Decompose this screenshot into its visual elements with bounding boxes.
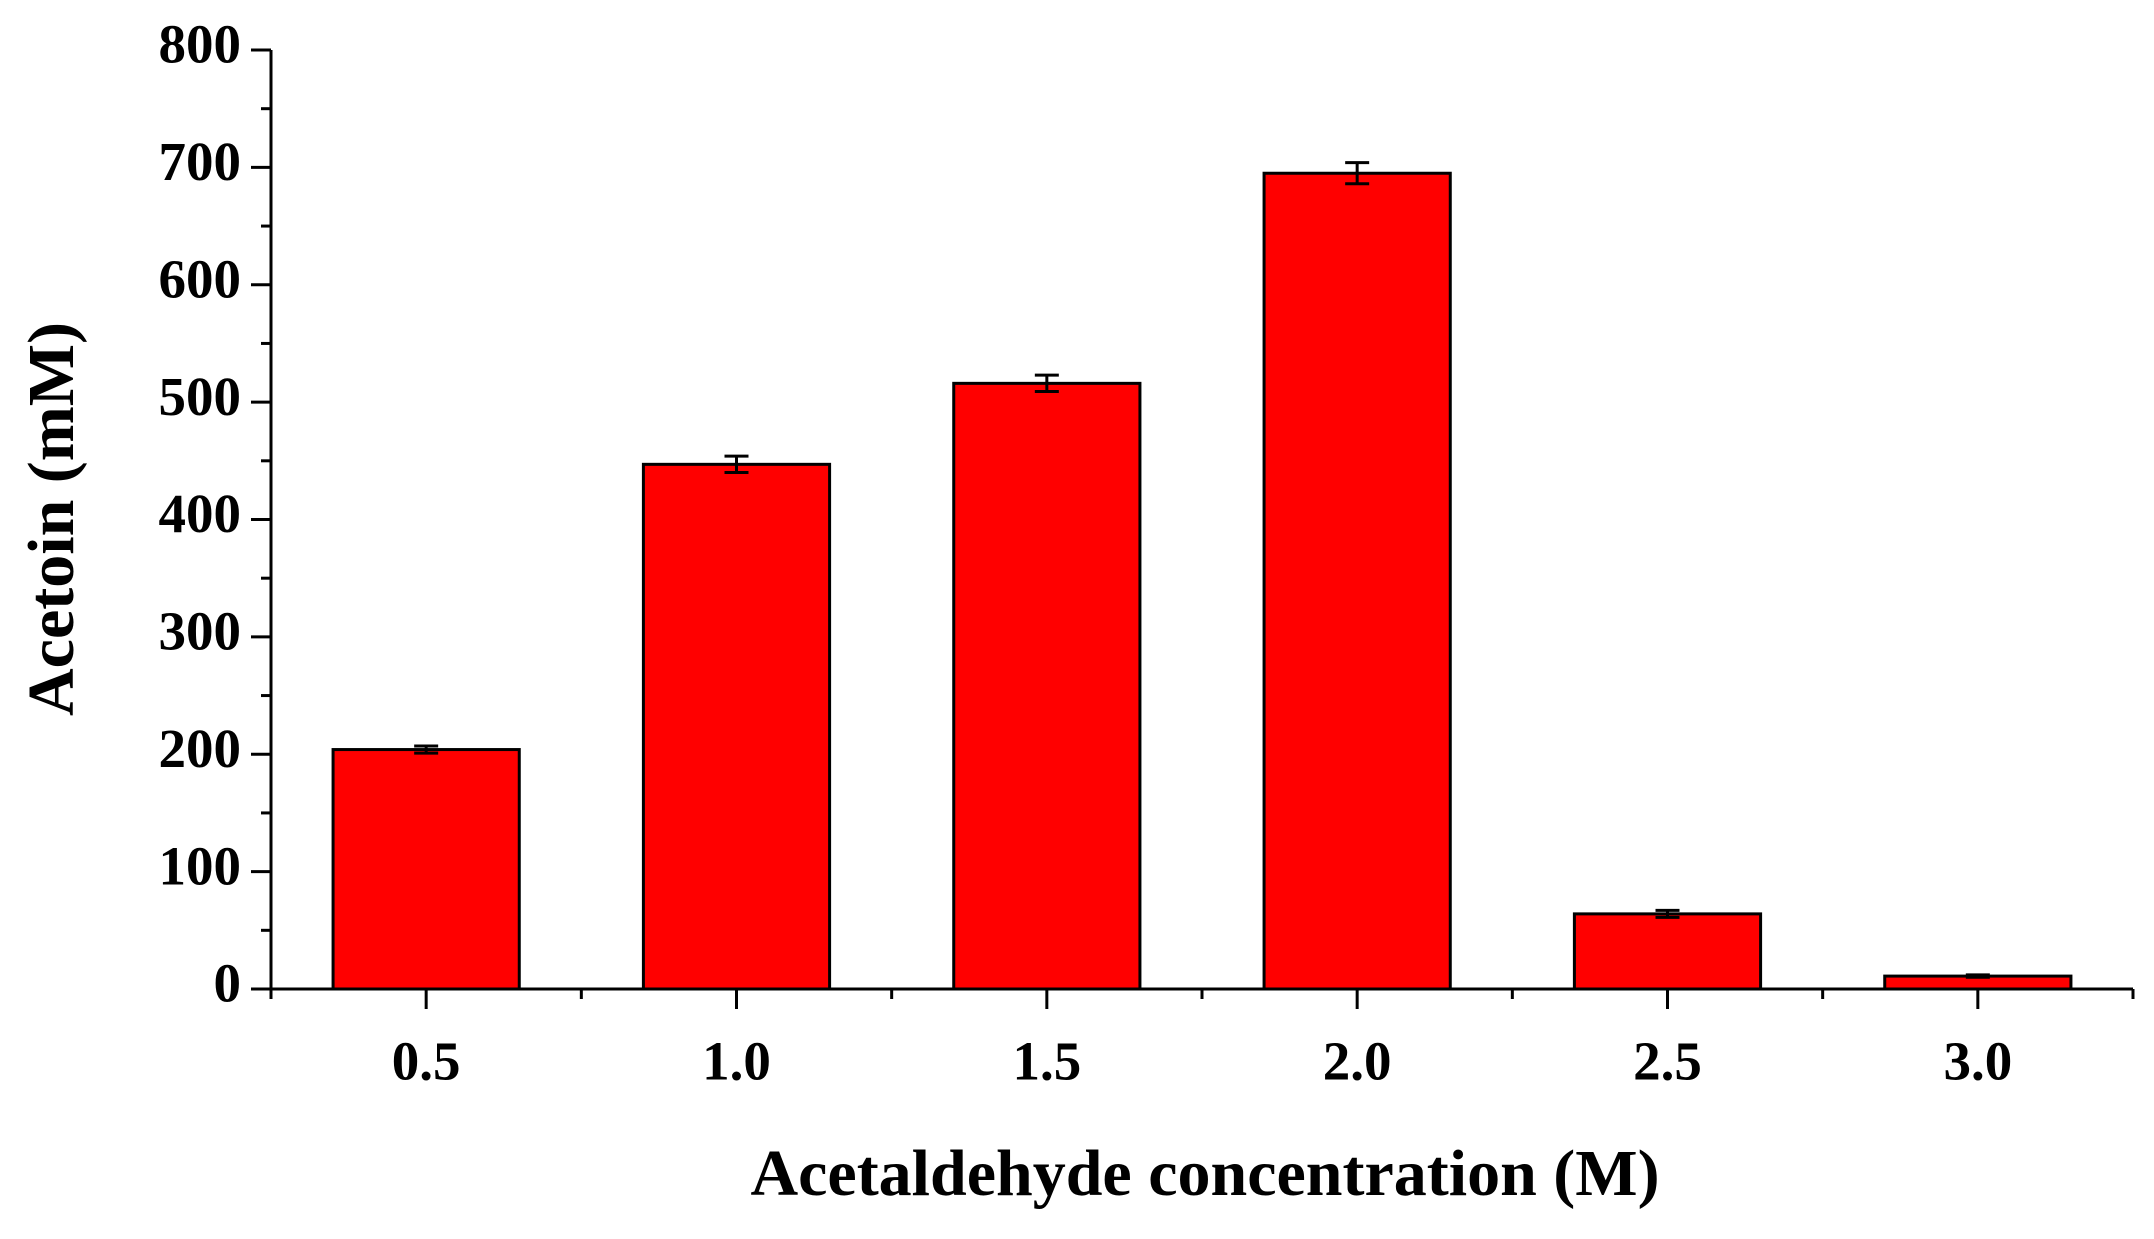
x-tick-label: 2.0 [1323,1031,1392,1092]
y-tick-label: 200 [159,718,242,779]
x-tick-label: 2.5 [1633,1031,1702,1092]
bar [331,748,521,991]
y-tick-label: 600 [159,248,242,309]
error-bar [414,744,439,755]
x-tick-label: 3.0 [1943,1031,2012,1092]
error-bar [1965,973,1990,979]
error-bar [1655,908,1680,919]
y-tick-label: 0 [214,953,242,1014]
bar [641,462,832,991]
x-tick-label: 1.5 [1012,1031,1081,1092]
y-tick-label: 400 [159,483,242,544]
x-axis-title: Acetaldehyde concentration (M) [750,1137,1659,1210]
bar [1572,912,1763,991]
x-tick-label: 0.5 [392,1031,461,1092]
error-bar [1034,373,1059,394]
bar [1262,171,1452,991]
y-axis-title: Acetoin (mM) [15,322,88,716]
error-bar [1345,161,1370,186]
y-tick-label: 100 [159,835,242,896]
error-bar [724,454,749,475]
y-tick-label: 500 [159,366,242,427]
bar [952,381,1142,991]
x-tick-label: 1.0 [702,1031,771,1092]
y-tick-label: 800 [159,14,242,75]
y-tick-label: 700 [159,131,242,192]
y-tick-label: 300 [159,601,242,662]
